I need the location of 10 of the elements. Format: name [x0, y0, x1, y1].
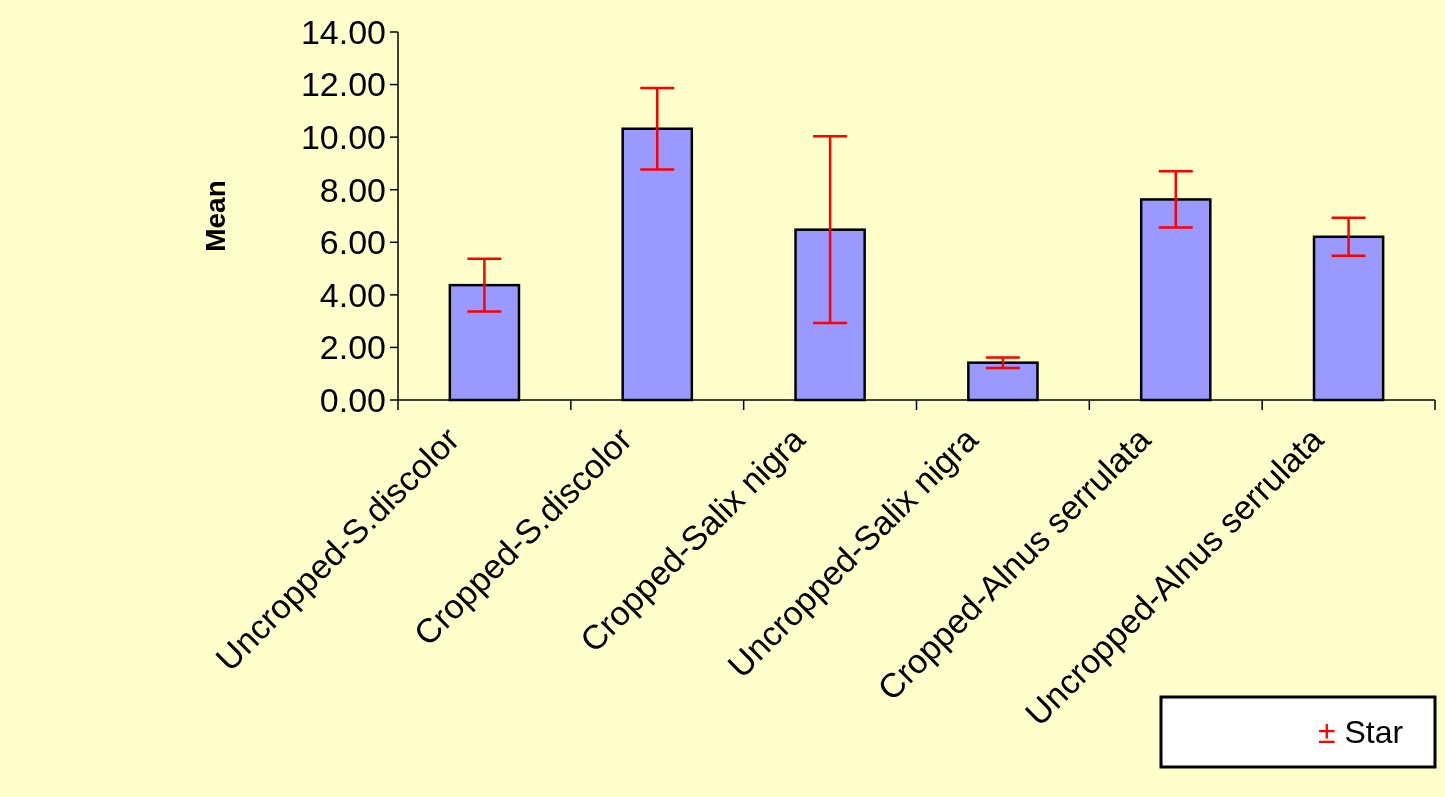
text: ± Star: [1318, 714, 1404, 751]
y-tick-label: 2.00: [319, 328, 386, 367]
y-tick-label: 6.00: [319, 223, 386, 262]
y-tick-label: 14.00: [300, 12, 386, 51]
y-axis-title: Mean: [200, 180, 231, 252]
y-tick-label: 4.00: [319, 275, 386, 314]
y-tick-label: 0.00: [319, 380, 386, 419]
y-tick-label: 8.00: [319, 170, 386, 209]
y-tick-label: 10.00: [300, 118, 386, 157]
y-tick-label: 12.00: [300, 65, 386, 104]
